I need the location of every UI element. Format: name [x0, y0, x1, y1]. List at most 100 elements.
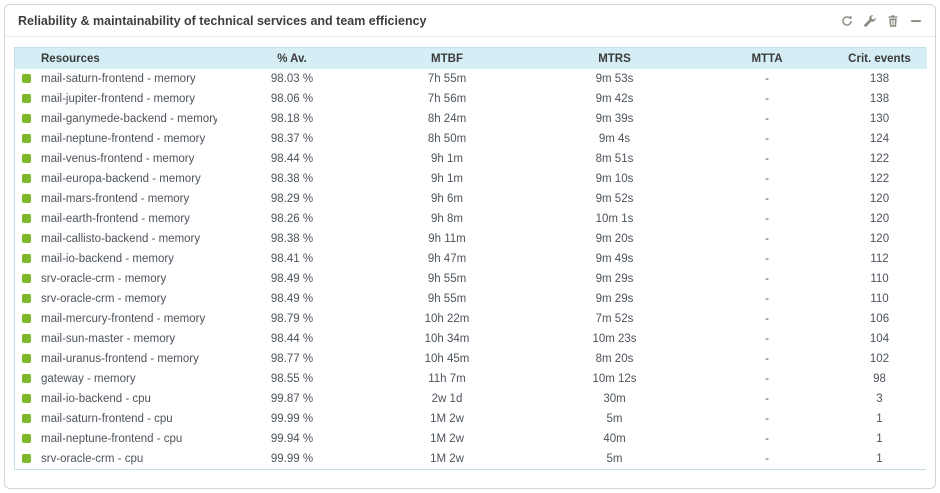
column-header-availability: % Av. — [217, 48, 367, 69]
cell-availability: 98.41 % — [217, 249, 367, 269]
cell-mtbf: 9h 6m — [367, 189, 527, 209]
cell-crit-events: 3 — [832, 389, 927, 409]
cell-resource: mail-venus-frontend - memory — [37, 149, 217, 169]
status-cell — [15, 269, 37, 289]
status-cell — [15, 389, 37, 409]
status-cell — [15, 309, 37, 329]
status-ok-square — [22, 354, 31, 364]
table-row: mail-saturn-frontend - cpu 99.99 % 1M 2w 5m… — [15, 409, 927, 429]
status-ok-square — [22, 134, 31, 144]
cell-crit-events: 102 — [832, 349, 927, 369]
reliability-table-container: Resources % Av. MTBF MTRS MTTA Crit. eve… — [14, 47, 927, 470]
status-cell — [15, 249, 37, 269]
cell-availability: 98.37 % — [217, 129, 367, 149]
cell-availability: 98.03 % — [217, 69, 367, 89]
cell-mtrs: 9m 4s — [527, 129, 702, 149]
cell-mtrs: 10m 12s — [527, 369, 702, 389]
status-ok-square — [22, 234, 31, 244]
status-ok-square — [22, 274, 31, 284]
cell-mtrs: 5m — [527, 449, 702, 469]
cell-mtrs: 7m 52s — [527, 309, 702, 329]
cell-crit-events: 1 — [832, 449, 927, 469]
status-cell — [15, 429, 37, 449]
table-row: mail-venus-frontend - memory 98.44 % 9h 1m… — [15, 149, 927, 169]
cell-mtrs: 40m — [527, 429, 702, 449]
table-row: srv-oracle-crm - memory 98.49 % 9h 55m 9m 2… — [15, 289, 927, 309]
table-row: srv-oracle-crm - cpu 99.99 % 1M 2w 5m -1 — [15, 449, 927, 469]
refresh-icon[interactable] — [840, 14, 854, 28]
cell-mtta: - — [702, 269, 832, 289]
cell-mtbf: 9h 47m — [367, 249, 527, 269]
status-ok-square — [22, 74, 31, 84]
status-ok-square — [22, 294, 31, 304]
cell-resource: mail-neptune-frontend - memory — [37, 129, 217, 149]
status-ok-square — [22, 334, 31, 344]
cell-availability: 98.06 % — [217, 89, 367, 109]
cell-mtrs: 9m 49s — [527, 249, 702, 269]
cell-resource: mail-ganymede-backend - memory — [37, 109, 217, 129]
cell-crit-events: 124 — [832, 129, 927, 149]
cell-availability: 98.79 % — [217, 309, 367, 329]
status-cell — [15, 289, 37, 309]
table-row: mail-neptune-frontend - cpu 99.94 % 1M 2w 4… — [15, 429, 927, 449]
cell-resource: srv-oracle-crm - memory — [37, 269, 217, 289]
cell-availability: 99.87 % — [217, 389, 367, 409]
cell-mtbf: 1M 2w — [367, 409, 527, 429]
cell-availability: 98.49 % — [217, 289, 367, 309]
cell-mtbf: 9h 55m — [367, 269, 527, 289]
cell-mtbf: 8h 24m — [367, 109, 527, 129]
cell-mtrs: 10m 1s — [527, 209, 702, 229]
cell-mtbf: 7h 55m — [367, 69, 527, 89]
column-header-mtbf: MTBF — [367, 48, 527, 69]
cell-availability: 99.99 % — [217, 409, 367, 429]
cell-availability: 98.49 % — [217, 269, 367, 289]
minimize-icon[interactable] — [909, 14, 923, 28]
cell-mtbf: 2w 1d — [367, 389, 527, 409]
cell-mtta: - — [702, 69, 832, 89]
column-header-mtta: MTTA — [702, 48, 832, 69]
cell-mtbf: 7h 56m — [367, 89, 527, 109]
status-ok-square — [22, 454, 31, 464]
cell-mtbf: 9h 1m — [367, 149, 527, 169]
table-body: mail-saturn-frontend - memory 98.03 % 7h 5… — [15, 69, 927, 469]
status-cell — [15, 209, 37, 229]
cell-crit-events: 98 — [832, 369, 927, 389]
cell-crit-events: 122 — [832, 169, 927, 189]
cell-mtta: - — [702, 129, 832, 149]
table-row: mail-saturn-frontend - memory 98.03 % 7h 5… — [15, 69, 927, 89]
status-ok-square — [22, 214, 31, 224]
cell-mtbf: 10h 34m — [367, 329, 527, 349]
cell-resource: srv-oracle-crm - cpu — [37, 449, 217, 469]
status-cell — [15, 229, 37, 249]
widget-title: Reliability & maintainability of technic… — [18, 13, 427, 28]
widget-card: Reliability & maintainability of technic… — [4, 4, 936, 489]
cell-resource: mail-earth-frontend - memory — [37, 209, 217, 229]
cell-mtbf: 10h 45m — [367, 349, 527, 369]
cell-mtbf: 1M 2w — [367, 449, 527, 469]
cell-crit-events: 112 — [832, 249, 927, 269]
status-ok-square — [22, 434, 31, 444]
cell-mtta: - — [702, 249, 832, 269]
status-ok-square — [22, 154, 31, 164]
cell-crit-events: 120 — [832, 189, 927, 209]
trash-icon[interactable] — [886, 14, 900, 28]
cell-crit-events: 120 — [832, 229, 927, 249]
cell-crit-events: 1 — [832, 429, 927, 449]
status-cell — [15, 69, 37, 89]
cell-mtrs: 9m 10s — [527, 169, 702, 189]
cell-mtta: - — [702, 169, 832, 189]
status-cell — [15, 89, 37, 109]
cell-mtrs: 9m 39s — [527, 109, 702, 129]
wrench-icon[interactable] — [863, 14, 877, 28]
cell-resource: mail-saturn-frontend - memory — [37, 69, 217, 89]
cell-mtrs: 9m 42s — [527, 89, 702, 109]
column-header-mtrs: MTRS — [527, 48, 702, 69]
cell-mtbf: 1M 2w — [367, 429, 527, 449]
table-row: mail-uranus-frontend - memory 98.77 % 10h … — [15, 349, 927, 369]
cell-availability: 98.55 % — [217, 369, 367, 389]
cell-mtbf: 8h 50m — [367, 129, 527, 149]
cell-crit-events: 120 — [832, 209, 927, 229]
status-cell — [15, 409, 37, 429]
cell-resource: mail-callisto-backend - memory — [37, 229, 217, 249]
cell-mtrs: 9m 53s — [527, 69, 702, 89]
